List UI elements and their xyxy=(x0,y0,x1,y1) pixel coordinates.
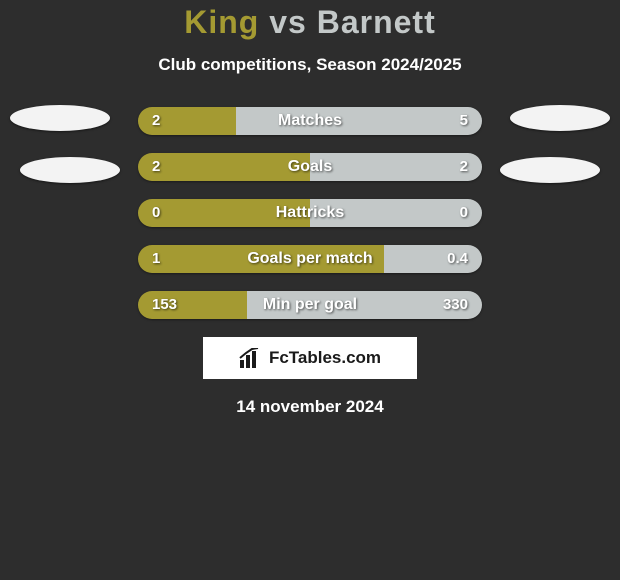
stat-label: Matches xyxy=(138,107,482,135)
stat-row: 22Goals xyxy=(138,153,482,181)
bars-icon xyxy=(239,348,263,368)
stat-row: 10.4Goals per match xyxy=(138,245,482,273)
stat-label: Goals xyxy=(138,153,482,181)
brand-logo[interactable]: FcTables.com xyxy=(203,337,417,379)
stat-row: 25Matches xyxy=(138,107,482,135)
stat-label: Hattricks xyxy=(138,199,482,227)
date: 14 november 2024 xyxy=(0,397,620,417)
stat-row: 00Hattricks xyxy=(138,199,482,227)
page-title: King vs Barnett xyxy=(0,4,620,41)
player1-club-badge-1 xyxy=(10,105,110,131)
comparison-widget: King vs Barnett Club competitions, Seaso… xyxy=(0,0,620,417)
stat-label: Goals per match xyxy=(138,245,482,273)
player2-club-badge-2 xyxy=(500,157,600,183)
title-player2: Barnett xyxy=(317,4,436,40)
bars-container: 25Matches 22Goals 00Hattricks 10.4Goals per… xyxy=(138,107,482,319)
brand-text: FcTables.com xyxy=(269,348,381,368)
title-player1: King xyxy=(184,4,259,40)
player1-club-badge-2 xyxy=(20,157,120,183)
player2-club-badge-1 xyxy=(510,105,610,131)
title-vs: vs xyxy=(269,4,307,40)
subtitle: Club competitions, Season 2024/2025 xyxy=(0,55,620,75)
stat-row: 153330Min per goal xyxy=(138,291,482,319)
comparison-chart: 25Matches 22Goals 00Hattricks 10.4Goals per… xyxy=(0,107,620,319)
stat-label: Min per goal xyxy=(138,291,482,319)
